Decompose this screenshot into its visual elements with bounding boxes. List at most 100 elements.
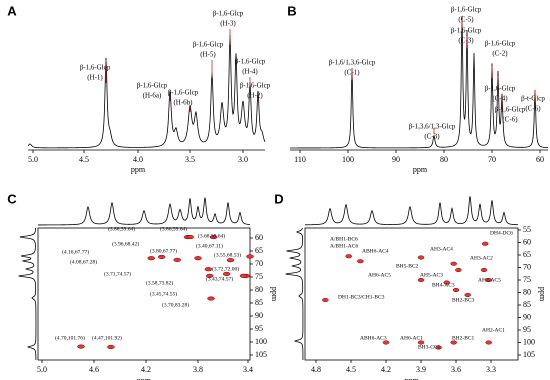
spectrum: [285, 227, 304, 361]
peak-annotation: (H-5): [200, 51, 216, 59]
spectrum: [18, 227, 37, 361]
peak-annotation: (3.71,74.57): [104, 270, 131, 277]
x-tick-label: 5.0: [28, 155, 38, 164]
peak-annotation: β-1,6-Glcp: [451, 6, 482, 14]
peak-annotation: (H-6b): [173, 99, 193, 107]
x-tick-label: 5.0: [37, 365, 47, 374]
y-tick-label: 80: [255, 285, 263, 294]
y-tick-label: 55: [523, 225, 531, 234]
cross-peak: [204, 267, 213, 272]
panel-label: D: [274, 191, 283, 206]
x-tick-label: 4.2: [381, 365, 391, 374]
peak-annotation: β-1,6-Glcp: [168, 89, 199, 97]
cross-peak: [485, 277, 492, 283]
spectrum: [289, 15, 549, 149]
cross-peak: [450, 261, 457, 266]
peak-annotation: AH6-AC1: [400, 335, 423, 341]
panel-label: B: [287, 3, 296, 18]
axis-title: ppm: [538, 287, 547, 302]
peak-annotation: β-1,6-Glcp: [485, 85, 516, 93]
peak-annotation: (3.58,73.82): [146, 279, 173, 286]
cross-peak: [417, 340, 425, 345]
peak-annotation: β-1,6/1,3,6-Glcp: [329, 59, 376, 67]
peak-annotation: DH4-DC6: [490, 230, 513, 236]
peak-annotation: (C-3): [458, 37, 474, 45]
x-tick-label: 3.4: [243, 365, 253, 374]
peak-annotation: β-1,6-Glcp: [451, 27, 482, 35]
peak-annotation: (3.68,59.64): [198, 232, 225, 239]
cross-peak: [417, 277, 425, 283]
x-tick-label: 70: [488, 155, 496, 164]
cross-peak: [452, 287, 460, 293]
cross-peak: [239, 273, 248, 278]
cross-peak: [107, 344, 115, 350]
cross-peak: [194, 256, 202, 261]
x-tick-label: 3.8: [193, 365, 203, 374]
cross-peak: [222, 271, 231, 276]
spectrum: [37, 197, 251, 226]
cross-peak: [226, 258, 235, 263]
plot-frame: [37, 227, 251, 361]
peak-annotation: BH2-BC3: [452, 297, 475, 303]
peak-annotation: AH6-AC5: [368, 272, 391, 278]
x-tick-label: 100: [342, 155, 354, 164]
peak-annotation: ABH6-AC3: [360, 335, 387, 341]
y-tick-label: 85: [255, 298, 263, 307]
peak-annotation: BH4-AC3: [432, 282, 455, 288]
spectrum: [27, 34, 266, 149]
peak-annotation: (4.16,67.77): [62, 248, 89, 255]
cross-peak: [382, 340, 390, 345]
cross-peak: [246, 254, 254, 259]
x-tick-label: 3.3: [486, 365, 496, 374]
y-tick-label: 70: [523, 262, 531, 271]
y-tick-label: 75: [255, 272, 263, 281]
cross-peak: [147, 256, 155, 261]
cross-peak: [480, 267, 488, 273]
cross-peak: [173, 257, 181, 262]
peak-annotation: (3.80,67.77): [150, 247, 177, 254]
x-tick-label: 4.8: [311, 365, 321, 374]
peak-annotation: (3.43,74.57): [206, 275, 233, 282]
peak-annotation: A/BH1-AC6: [330, 243, 358, 249]
peak-annotation: β-1,3,6/1,3-Glcp: [409, 123, 456, 131]
y-tick-label: 90: [523, 312, 531, 321]
peak-annotation: (C-5): [458, 16, 474, 24]
axis-title: ppm: [404, 376, 419, 380]
y-tick-label: 105: [523, 350, 535, 359]
x-tick-label: 4.5: [79, 155, 89, 164]
y-tick-label: 80: [523, 287, 531, 296]
cross-peak: [186, 235, 194, 240]
peak-annotation: AH2-AC5: [478, 277, 501, 283]
peak-annotation: AH3-AC4: [430, 246, 453, 252]
cross-peak: [435, 345, 442, 350]
cross-peak: [322, 297, 329, 303]
x-tick-label: 3.5: [185, 155, 195, 164]
y-tick-label: 60: [523, 237, 531, 246]
y-tick-label: 100: [523, 337, 535, 346]
peak-annotation: (3.55,68.53): [214, 251, 241, 258]
y-tick-label: 95: [255, 324, 263, 333]
cross-peak: [345, 254, 352, 259]
y-tick-label: 75: [523, 275, 531, 284]
axis-title: ppm: [131, 165, 146, 174]
cross-peak: [417, 255, 425, 260]
peak-annotation: β-1,6-Glcp: [495, 106, 526, 114]
panel-label: A: [7, 3, 17, 18]
y-tick-label: 105: [255, 350, 267, 359]
peak-annotation: (3.40,67.11): [196, 242, 223, 249]
y-tick-label: 60: [255, 233, 263, 242]
x-tick-label: 60: [536, 155, 544, 164]
peak-annotation: A/BH1-BC6: [330, 236, 358, 242]
cross-peak: [357, 259, 364, 264]
peak-annotation: (C-3): [424, 133, 440, 141]
cross-peak: [485, 340, 492, 345]
peak-annotation: (C-4): [492, 95, 508, 103]
cross-peak: [77, 344, 85, 349]
peak-annotation: (C-6): [502, 116, 518, 124]
peak-annotation: (4.08,67.28): [70, 258, 97, 265]
peak-annotation: (3.70,83.28): [162, 301, 189, 308]
spectrum: [304, 196, 519, 226]
peak-annotation: (H-2): [247, 92, 263, 100]
x-tick-label: 4.0: [133, 155, 143, 164]
peak-annotation: (H-6a): [143, 92, 162, 100]
